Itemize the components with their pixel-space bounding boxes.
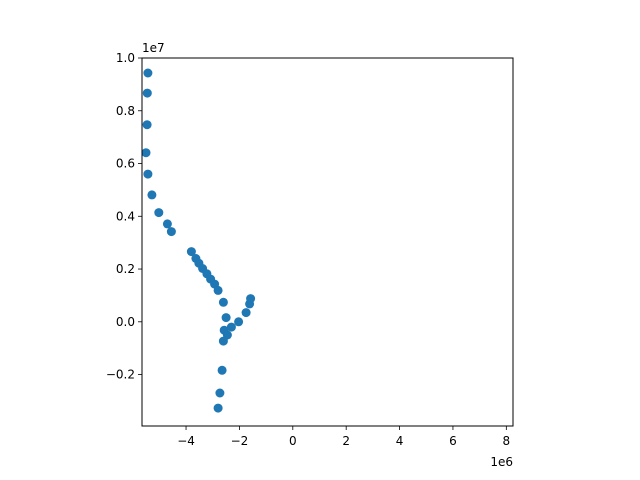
data-point (186, 247, 196, 257)
data-point (246, 294, 256, 304)
y-tick-label: 1.0 (116, 51, 135, 65)
data-points (141, 68, 256, 413)
data-point (215, 388, 225, 398)
data-point (217, 365, 227, 375)
data-point (141, 148, 151, 158)
x-tick-label: −2 (231, 434, 249, 448)
data-point (147, 190, 157, 200)
x-tick-label: 4 (396, 434, 404, 448)
y-tick-label: 0.2 (116, 262, 135, 276)
x-axis-ticks: −4 −2 0 2 4 6 8 (177, 426, 510, 448)
data-point (213, 285, 223, 295)
y-axis-offset-label: 1e7 (142, 41, 165, 55)
y-tick-label: 0.0 (116, 315, 135, 329)
data-point (234, 317, 244, 327)
x-tick-label: 8 (503, 434, 511, 448)
plot-area (142, 58, 513, 426)
data-point (221, 313, 231, 323)
y-axis-ticks: −0.2 0.0 0.2 0.4 0.6 0.8 1.0 (106, 51, 142, 382)
x-tick-label: 2 (342, 434, 350, 448)
data-point (142, 120, 152, 130)
x-tick-label: 0 (289, 434, 297, 448)
data-point (143, 169, 153, 179)
data-point (218, 297, 228, 307)
data-point (142, 88, 152, 98)
x-tick-label: −4 (177, 434, 195, 448)
data-point (241, 308, 251, 318)
x-tick-label: 6 (449, 434, 457, 448)
data-point (218, 336, 228, 346)
y-tick-label: −0.2 (106, 368, 135, 382)
data-point (226, 322, 236, 332)
data-point (162, 219, 172, 229)
x-axis-offset-label: 1e6 (490, 455, 513, 469)
data-point (213, 403, 223, 413)
axes-frame (141, 57, 514, 427)
y-tick-label: 0.4 (116, 209, 135, 223)
data-point (154, 208, 164, 218)
data-point (143, 68, 153, 78)
data-point (166, 227, 176, 237)
y-tick-label: 0.8 (116, 104, 135, 118)
y-tick-label: 0.6 (116, 157, 135, 171)
